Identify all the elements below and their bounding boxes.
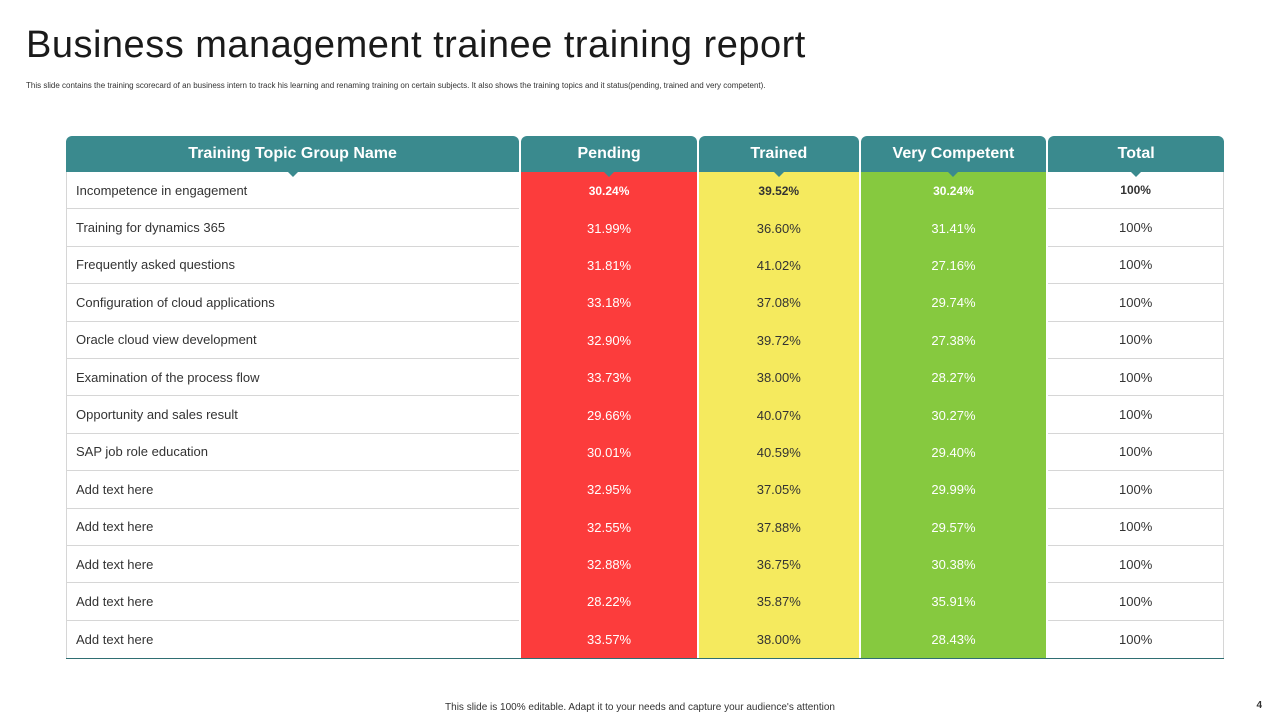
- table-row: Incompetence in engagement 30.24% 39.52% 30…: [66, 172, 1224, 210]
- very-competent-cell: 35.91%: [860, 583, 1047, 621]
- very-competent-cell: 27.38%: [860, 321, 1047, 359]
- page-number: 4: [1256, 700, 1262, 711]
- topic-name-cell: Configuration of cloud applications: [66, 284, 520, 322]
- table-row: Add text here 33.57% 38.00% 28.43% 100%: [66, 620, 1224, 659]
- pending-cell: 33.73%: [521, 358, 697, 397]
- table-row: Training for dynamics 365 31.99% 36.60% 31.…: [66, 209, 1224, 247]
- total-cell: 100%: [1048, 583, 1224, 621]
- pending-cell: 32.88%: [521, 545, 697, 584]
- trained-cell: 39.52%: [698, 172, 859, 210]
- very-competent-cell: 29.57%: [860, 508, 1047, 546]
- total-cell: 100%: [1048, 620, 1224, 659]
- topic-name-cell: Oracle cloud view development: [66, 321, 520, 359]
- header-topic-name: Training Topic Group Name: [66, 136, 520, 177]
- very-competent-cell: 29.40%: [860, 433, 1047, 472]
- very-competent-cell: 30.27%: [860, 396, 1047, 434]
- trained-cell: 37.88%: [698, 508, 859, 546]
- table-row: Examination of the process flow 33.73% 38.…: [66, 358, 1224, 397]
- trained-cell: 38.00%: [698, 358, 859, 397]
- very-competent-cell: 28.43%: [860, 620, 1047, 659]
- trained-cell: 39.72%: [698, 321, 859, 359]
- pending-cell: 31.99%: [521, 209, 697, 247]
- header-trained: Trained: [698, 136, 859, 177]
- topic-name-cell: Frequently asked questions: [66, 246, 520, 285]
- trained-cell: 37.05%: [698, 471, 859, 509]
- total-cell: 100%: [1048, 358, 1224, 397]
- pending-cell: 32.55%: [521, 508, 697, 546]
- trained-cell: 36.60%: [698, 209, 859, 247]
- table-row: Configuration of cloud applications 33.18…: [66, 284, 1224, 322]
- pending-cell: 29.66%: [521, 396, 697, 434]
- trained-cell: 36.75%: [698, 545, 859, 584]
- topic-name-cell: Incompetence in engagement: [66, 172, 520, 210]
- total-cell: 100%: [1048, 545, 1224, 584]
- page-title: Business management trainee training rep…: [26, 24, 806, 66]
- pending-cell: 30.24%: [521, 172, 697, 210]
- training-scorecard-table: Training Topic Group Name Pending Traine…: [66, 136, 1224, 660]
- topic-name-cell: Opportunity and sales result: [66, 396, 520, 434]
- trained-cell: 40.59%: [698, 433, 859, 472]
- pending-cell: 32.95%: [521, 471, 697, 509]
- table-row: Oracle cloud view development 32.90% 39.72…: [66, 321, 1224, 359]
- total-cell: 100%: [1048, 246, 1224, 285]
- topic-name-cell: Examination of the process flow: [66, 358, 520, 397]
- total-cell: 100%: [1048, 284, 1224, 322]
- total-cell: 100%: [1048, 172, 1224, 210]
- table-row: Add text here 32.95% 37.05% 29.99% 100%: [66, 471, 1224, 509]
- pending-cell: 33.18%: [521, 284, 697, 322]
- topic-name-cell: Add text here: [66, 471, 520, 509]
- header-pending: Pending: [521, 136, 697, 177]
- topic-name-cell: Add text here: [66, 508, 520, 546]
- slide-description: This slide contains the training scoreca…: [26, 81, 766, 90]
- trained-cell: 41.02%: [698, 246, 859, 285]
- topic-name-cell: SAP job role education: [66, 433, 520, 472]
- table-body: Incompetence in engagement 30.24% 39.52% 30…: [66, 172, 1224, 660]
- trained-cell: 37.08%: [698, 284, 859, 322]
- very-competent-cell: 30.38%: [860, 545, 1047, 584]
- very-competent-cell: 27.16%: [860, 246, 1047, 285]
- very-competent-cell: 28.27%: [860, 358, 1047, 397]
- topic-name-cell: Add text here: [66, 545, 520, 584]
- table-row: Frequently asked questions 31.81% 41.02% 27…: [66, 246, 1224, 285]
- trained-cell: 35.87%: [698, 583, 859, 621]
- table-row: Add text here 28.22% 35.87% 35.91% 100%: [66, 583, 1224, 621]
- topic-name-cell: Add text here: [66, 583, 520, 621]
- topic-name-cell: Add text here: [66, 620, 519, 659]
- table-row: Opportunity and sales result 29.66% 40.07%…: [66, 396, 1224, 434]
- trained-cell: 38.00%: [698, 620, 859, 659]
- total-cell: 100%: [1048, 508, 1224, 546]
- pending-cell: 28.22%: [521, 583, 697, 621]
- trained-cell: 40.07%: [698, 396, 859, 434]
- very-competent-cell: 29.74%: [860, 284, 1047, 322]
- table-row: SAP job role education 30.01% 40.59% 29.40%…: [66, 433, 1224, 472]
- pending-cell: 31.81%: [521, 246, 697, 285]
- pending-cell: 30.01%: [521, 433, 697, 472]
- pending-cell: 33.57%: [521, 620, 697, 659]
- very-competent-cell: 30.24%: [860, 172, 1047, 210]
- table-header: Training Topic Group Name Pending Traine…: [66, 136, 1224, 177]
- table-row: Add text here 32.55% 37.88% 29.57% 100%: [66, 508, 1224, 546]
- footer-note: This slide is 100% editable. Adapt it to…: [445, 702, 835, 713]
- header-total: Total: [1048, 136, 1224, 177]
- total-cell: 100%: [1048, 433, 1224, 472]
- header-very-competent: Very Competent: [860, 136, 1047, 177]
- table-row: Add text here 32.88% 36.75% 30.38% 100%: [66, 545, 1224, 584]
- pending-cell: 32.90%: [521, 321, 697, 359]
- total-cell: 100%: [1048, 396, 1224, 434]
- very-competent-cell: 31.41%: [860, 209, 1047, 247]
- topic-name-cell: Training for dynamics 365: [66, 209, 520, 247]
- very-competent-cell: 29.99%: [860, 471, 1047, 509]
- total-cell: 100%: [1048, 209, 1224, 247]
- total-cell: 100%: [1048, 321, 1224, 359]
- total-cell: 100%: [1048, 471, 1224, 509]
